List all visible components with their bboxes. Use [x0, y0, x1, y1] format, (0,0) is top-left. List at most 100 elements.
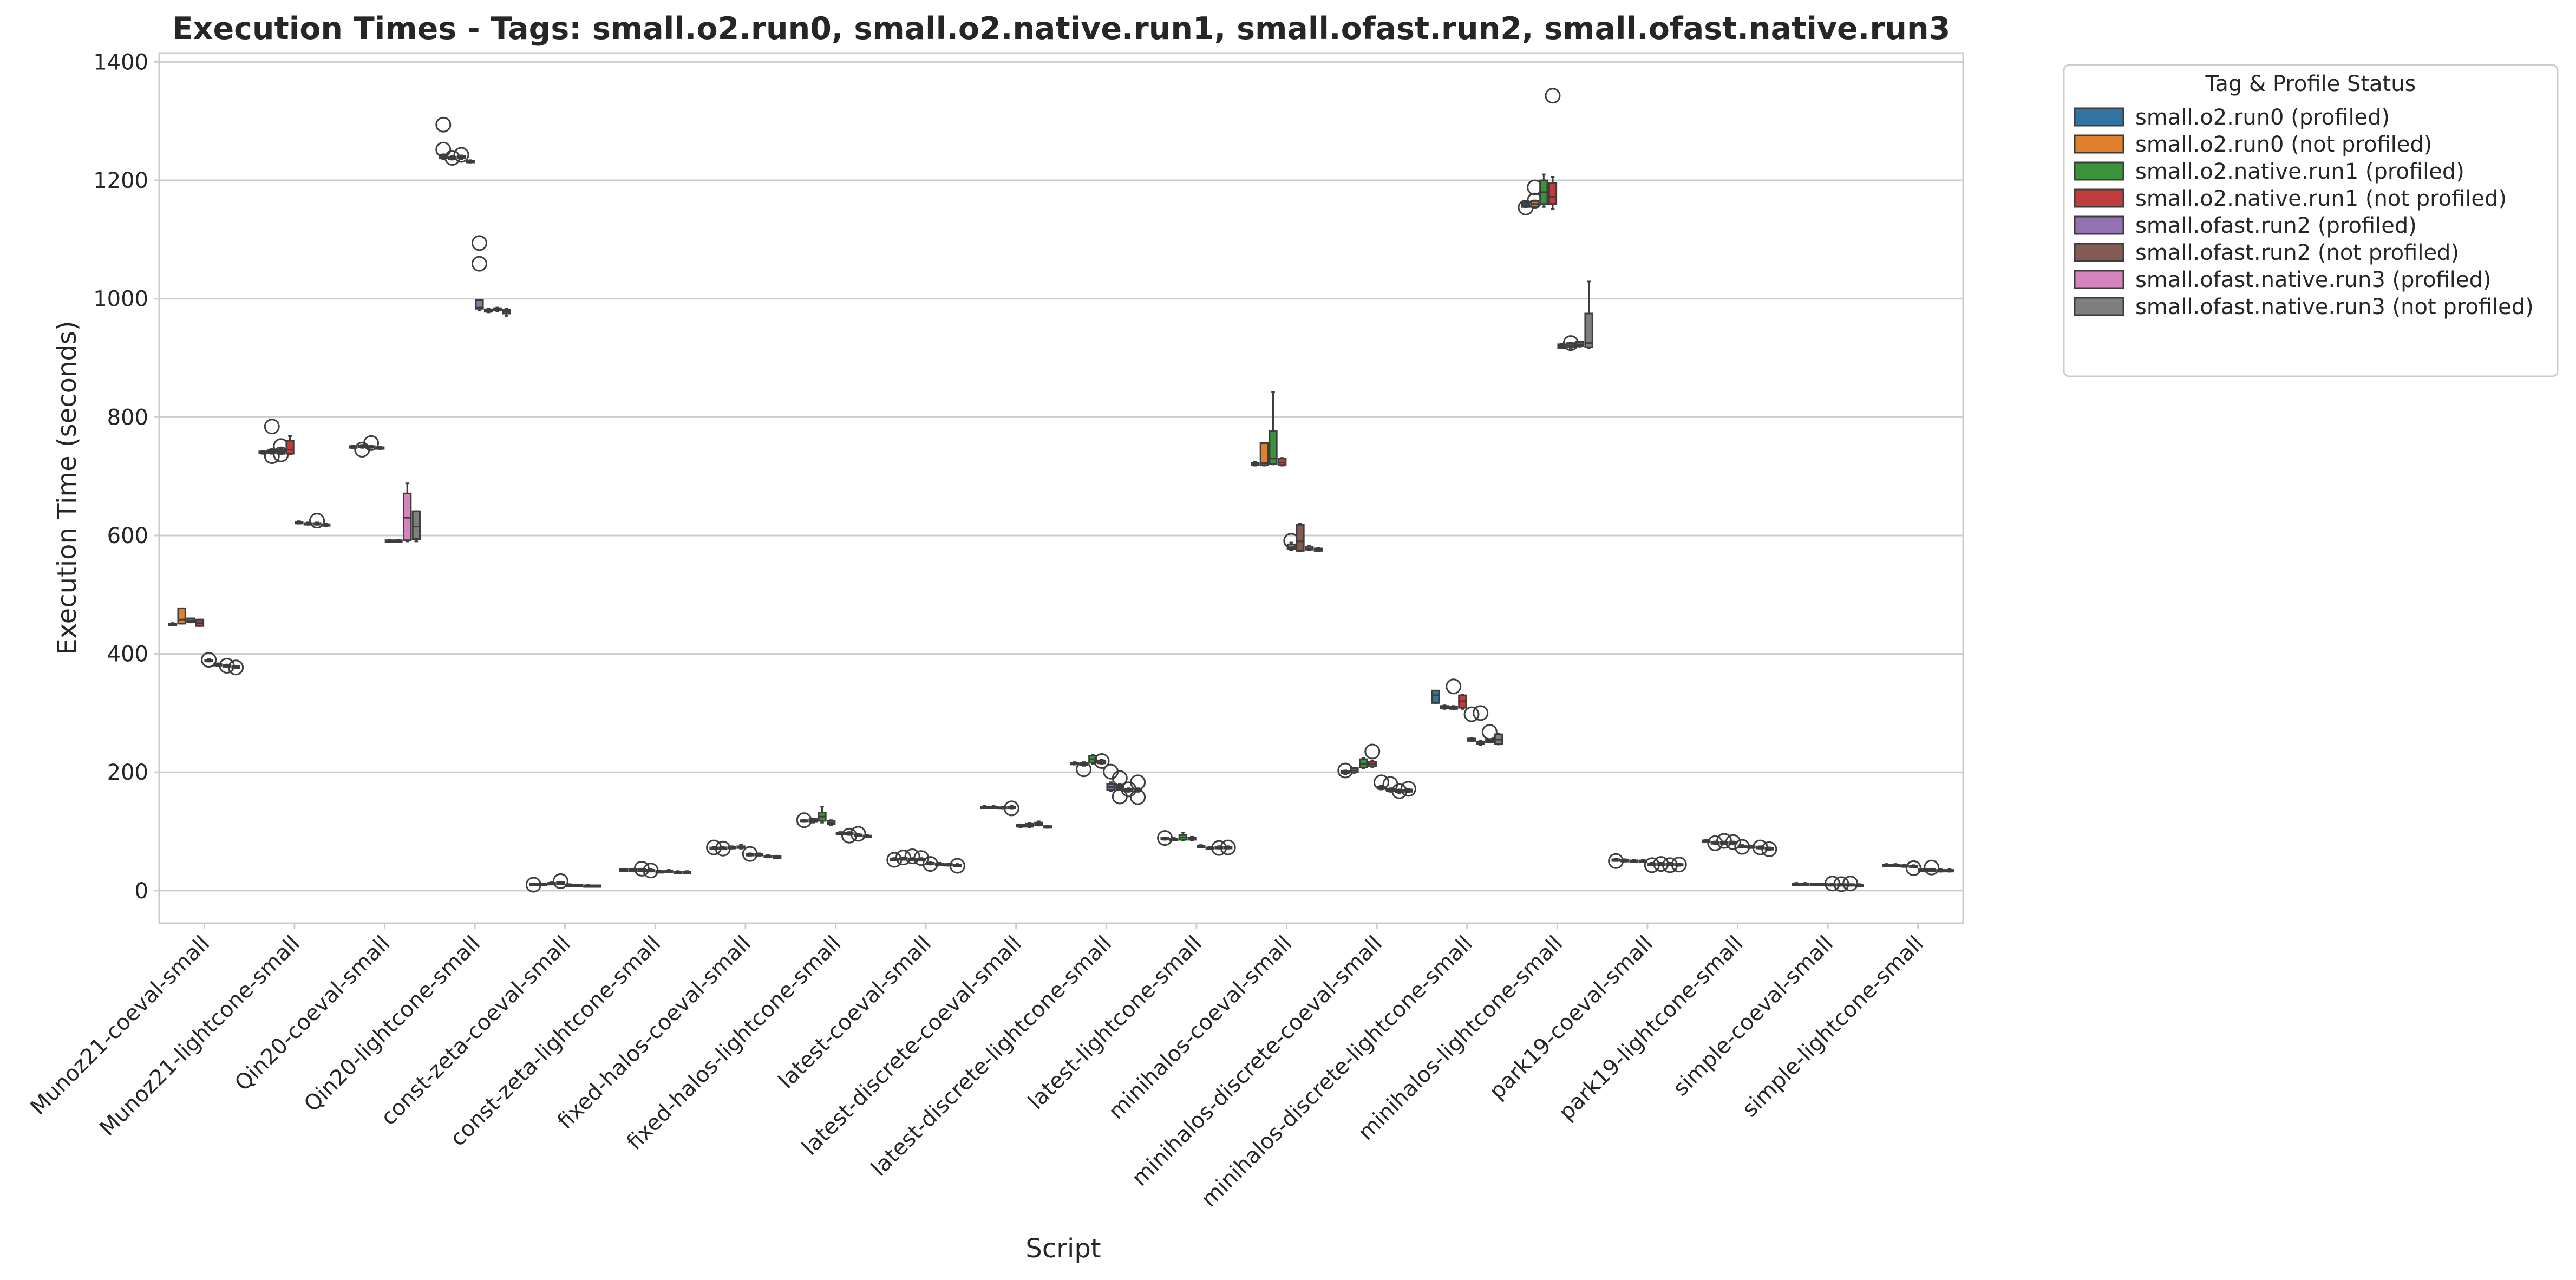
legend-frame: [2063, 64, 2559, 377]
box-plot: [1473, 705, 1489, 746]
box-plot: [1197, 844, 1206, 848]
outlier-point: [1725, 834, 1741, 850]
plot-background: [159, 53, 1963, 923]
box-plot: [1725, 834, 1741, 850]
box-plot: [754, 852, 764, 857]
box-plot: [1458, 694, 1467, 710]
box-plot: [186, 617, 195, 624]
box-plot: [1076, 761, 1092, 778]
box-plot: [1882, 863, 1891, 867]
x-tick-label: fixed-halos-coeval-small: [553, 931, 756, 1134]
box-plot: [1187, 835, 1197, 841]
outlier-point: [1003, 800, 1019, 817]
outlier-point: [309, 513, 325, 529]
outlier-point: [1671, 857, 1687, 873]
box-body: [285, 440, 295, 455]
x-tick-label: const-zeta-coeval-small: [376, 931, 576, 1131]
y-axis-label: Execution Time (seconds): [52, 321, 82, 655]
x-tick-label: minihalos-coeval-small: [1104, 931, 1297, 1125]
box-plot: [1945, 868, 1954, 873]
box-plot: [1545, 88, 1561, 210]
box-plot: [1043, 825, 1052, 829]
outlier-point: [1400, 781, 1416, 797]
y-axis-ticks: 0 200 400 600 800 1000 1200 1400: [93, 50, 159, 904]
box-plot: [583, 884, 592, 888]
outlier-point: [471, 235, 487, 251]
box-body: [1584, 312, 1593, 348]
box-plot: [565, 883, 574, 887]
legend-swatch: [2074, 297, 2124, 316]
legend-title: Tag & Profile Status: [2205, 71, 2416, 96]
box-plot: [1313, 547, 1323, 552]
box-plot: [1905, 860, 1921, 876]
box-plot: [655, 870, 664, 874]
plot-area: [158, 52, 1964, 924]
grid-lines: [159, 61, 1963, 892]
box-plot: [1364, 743, 1381, 768]
plot-frame: [158, 52, 1964, 924]
box-plot: [1034, 820, 1043, 827]
box-body: [1548, 182, 1558, 205]
y-tick-label: 1000: [93, 287, 148, 312]
box-plot: [1431, 689, 1440, 704]
outlier-point: [1220, 839, 1236, 855]
box-plot: [835, 831, 845, 835]
box-plot: [1251, 461, 1260, 467]
box-body: [177, 607, 186, 625]
outlier-point: [1373, 774, 1389, 791]
legend-item: small.ofast.native.run3 (not profiled): [2074, 295, 2534, 319]
box-plot: [1304, 545, 1314, 551]
outlier-point: [363, 435, 380, 451]
box-plot: [1094, 753, 1110, 769]
box-plot: [1169, 837, 1179, 841]
box-plot: [989, 805, 998, 809]
box-plot: [502, 308, 511, 317]
outlier-point: [201, 652, 217, 668]
box-plot: [1400, 781, 1416, 797]
x-tick-label: latest-coeval-small: [774, 931, 936, 1094]
box-plot: [1855, 883, 1864, 887]
box-plot: [538, 883, 547, 886]
legend-item: small.ofast.run2 (not profiled): [2074, 240, 2459, 265]
legend-item: small.o2.run0 (not profiled): [2074, 132, 2432, 157]
x-tick-label: Munoz21-coeval-small: [26, 931, 215, 1120]
box-plot: [949, 858, 965, 874]
box-plot: [411, 510, 421, 543]
outlier-point: [1076, 761, 1092, 778]
box-body: [1296, 524, 1305, 552]
legend-item: small.ofast.run2 (profiled): [2074, 213, 2417, 238]
legend-label: small.o2.run0 (not profiled): [2135, 132, 2432, 157]
legend-swatch: [2074, 188, 2124, 208]
box-body: [1259, 442, 1269, 466]
outlier-point: [1364, 743, 1381, 760]
box-plot: [1924, 859, 1940, 876]
box-plot: [850, 826, 866, 842]
box-plot: [1016, 823, 1025, 828]
box-plot: [715, 840, 731, 857]
box-plot: [1716, 833, 1732, 849]
x-tick-label: simple-lightcone-small: [1737, 931, 1928, 1122]
box-plot: [168, 622, 178, 626]
box-plot: [841, 827, 857, 844]
box-plot: [818, 806, 827, 824]
box-plot: [435, 116, 452, 160]
box-plot: [1178, 832, 1188, 841]
outlier-point: [1463, 706, 1480, 722]
y-tick-label: 600: [107, 524, 148, 548]
y-tick-label: 400: [107, 642, 148, 667]
y-tick-label: 800: [107, 405, 148, 430]
box-plot: [1936, 868, 1945, 873]
box-plot: [1296, 523, 1305, 552]
box-plot: [673, 870, 683, 874]
legend-item: small.o2.native.run1 (not profiled): [2074, 186, 2507, 211]
box-plot: [453, 147, 469, 163]
legend-label: small.ofast.run2 (profiled): [2135, 213, 2417, 238]
box-body: [411, 510, 421, 540]
box-plot: [552, 873, 568, 889]
outlier-point: [1716, 833, 1732, 849]
box-plot: [466, 159, 475, 164]
outlier-point: [1446, 678, 1462, 695]
legend-swatch: [2074, 270, 2124, 289]
legend-swatch: [2074, 215, 2124, 235]
box-plot: [1446, 678, 1462, 710]
